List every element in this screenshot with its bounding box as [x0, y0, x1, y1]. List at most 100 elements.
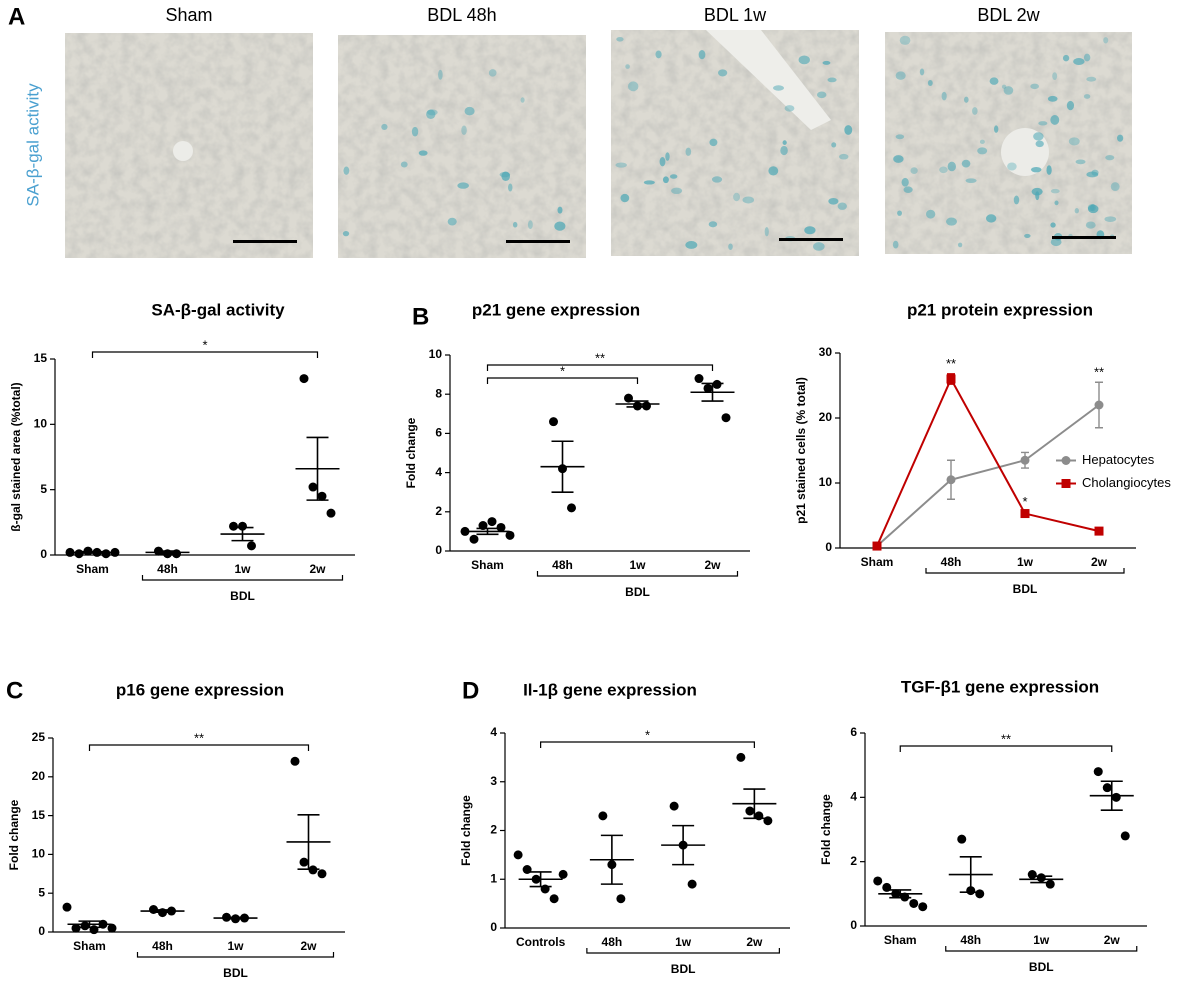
y-tick-label: 0 — [825, 540, 832, 554]
stain-spot — [827, 77, 837, 83]
chart-title: p21 gene expression — [472, 300, 640, 319]
legend-label: Cholangiocytes — [1082, 475, 1171, 490]
stain-spot — [1083, 94, 1091, 99]
panel-label: C — [6, 677, 23, 704]
stain-spot — [947, 161, 957, 172]
annotation: * — [1022, 494, 1027, 509]
sem-bar — [701, 382, 724, 402]
x-tick-label: 2w — [1091, 555, 1108, 569]
stain-spot — [910, 167, 918, 175]
stain-spot — [782, 140, 787, 145]
chart-title: Il-1β gene expression — [523, 680, 697, 699]
stain-spot — [768, 166, 779, 176]
group-bracket — [136, 952, 335, 958]
data-point — [317, 869, 327, 879]
stain-spot — [772, 85, 785, 91]
stain-spot — [1075, 159, 1086, 165]
micrograph-title: BDL 2w — [977, 5, 1040, 25]
stain-spot — [488, 69, 497, 77]
micrograph-texture — [611, 30, 859, 256]
stain-spot — [669, 174, 678, 179]
y-tick-label: 15 — [32, 808, 46, 822]
chart-title: SA-β-gal activity — [151, 300, 285, 319]
x-tick-label: Sham — [471, 558, 504, 572]
x-tick-label: 1w — [1033, 933, 1050, 947]
stain-spot — [620, 193, 630, 203]
data-point — [1020, 509, 1030, 519]
y-tick-label: 10 — [32, 847, 46, 861]
y-tick-label: 10 — [429, 347, 443, 361]
x-tick-label: 48h — [941, 555, 962, 569]
stain-spot — [438, 69, 443, 80]
data-point — [1045, 879, 1055, 889]
data-point — [687, 879, 697, 889]
stain-spot — [418, 150, 428, 156]
stain-spot — [1066, 100, 1075, 111]
data-point — [513, 850, 523, 860]
y-axis-label: Fold change — [7, 799, 21, 870]
y-tick-label: 0 — [38, 924, 45, 938]
stain-spot — [903, 186, 913, 193]
stain-spot — [685, 241, 698, 249]
data-point — [107, 923, 117, 933]
sem-bar — [297, 814, 320, 870]
stain-spot — [1001, 84, 1007, 89]
data-point — [946, 374, 956, 384]
stain-spot — [508, 183, 513, 192]
data-point — [505, 530, 515, 540]
data-point — [946, 475, 956, 485]
stain-spot — [1030, 166, 1042, 173]
stain-spot — [742, 196, 755, 204]
data-point — [487, 517, 497, 527]
stain-spot — [957, 242, 963, 248]
stain-spot — [1105, 155, 1115, 161]
stain-spot — [1050, 222, 1056, 228]
stain-spot — [977, 147, 988, 155]
annotation: ** — [1094, 365, 1104, 380]
data-point — [247, 541, 256, 551]
micrograph-texture — [338, 35, 586, 258]
data-point — [712, 379, 722, 389]
data-point — [1093, 767, 1103, 777]
stain-spot — [1003, 86, 1014, 95]
stain-spot — [426, 109, 436, 120]
stain-spot — [839, 153, 849, 160]
chart-title: TGF-β1 gene expression — [901, 677, 1099, 696]
scale-bar — [779, 238, 843, 241]
data-point — [549, 894, 559, 904]
stain-spot — [400, 161, 408, 168]
data-point — [65, 547, 75, 557]
micrograph-title: BDL 1w — [704, 5, 767, 25]
data-point — [71, 923, 81, 933]
vessel — [706, 30, 831, 130]
x-tick-label: 1w — [227, 939, 244, 953]
y-tick-label: 25 — [32, 730, 46, 744]
y-tick-label: 6 — [435, 426, 442, 440]
stain-spot — [964, 96, 969, 103]
sem-bar — [1100, 780, 1123, 811]
stain-spot — [804, 226, 816, 235]
y-tick-label: 0 — [40, 547, 47, 561]
stain-spot — [728, 243, 733, 250]
data-point — [229, 521, 238, 531]
y-tick-label: 5 — [40, 482, 47, 496]
y-tick-label: 2 — [435, 504, 442, 518]
sem-bar — [231, 526, 254, 542]
stain-spot — [1007, 162, 1017, 171]
significance-bracket — [899, 745, 1113, 752]
stain-spot — [895, 134, 905, 140]
x-tick-label: 48h — [152, 939, 173, 953]
x-tick-label: Controls — [516, 935, 566, 949]
significance-bracket — [88, 744, 310, 751]
stain-spot — [1050, 115, 1060, 125]
data-point — [460, 526, 470, 536]
y-axis-label: Fold change — [459, 795, 473, 866]
x-tick-label: Sham — [76, 562, 109, 576]
data-point — [872, 541, 882, 551]
y-axis-label: ß-gal stained area (%total) — [9, 382, 23, 531]
stain-spot — [665, 152, 670, 161]
x-tick-label: 2w — [704, 558, 721, 572]
stain-spot — [1035, 191, 1040, 201]
micrograph-title: BDL 48h — [427, 5, 496, 25]
data-point — [317, 491, 327, 501]
